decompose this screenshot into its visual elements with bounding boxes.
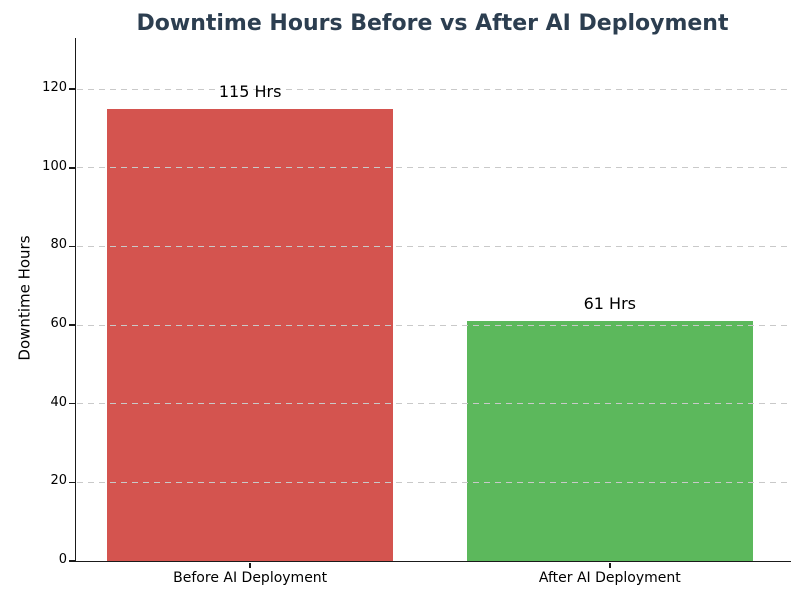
y-gridline: [76, 245, 792, 247]
y-tick-mark: [69, 245, 75, 248]
y-tick-label: 60: [50, 316, 67, 332]
y-tick-label: 0: [58, 552, 67, 567]
y-gridline: [76, 403, 792, 405]
y-gridline: [76, 481, 792, 483]
y-tick-label: 80: [50, 237, 67, 253]
x-tick-mark: [249, 562, 251, 568]
y-tick-label: 120: [42, 80, 67, 96]
y-tick-mark: [69, 324, 75, 326]
y-tick-label: 20: [50, 473, 67, 489]
y-tick-mark: [69, 481, 75, 484]
chart-title: Downtime Hours Before vs After AI Deploy…: [136, 11, 729, 36]
bar-value-label: 115 Hrs: [218, 81, 282, 101]
y-gridline: [76, 324, 792, 326]
x-tick-label: After AI Deployment: [538, 570, 681, 586]
bar-0: [107, 108, 394, 561]
y-tick-label: 100: [42, 158, 67, 174]
bar-1: [466, 321, 753, 561]
y-tick-mark: [69, 167, 75, 169]
y-tick-mark: [69, 560, 75, 562]
y-tick-mark: [69, 402, 75, 405]
y-tick-label: 40: [50, 394, 67, 410]
x-tick-mark: [609, 562, 611, 568]
y-gridline: [76, 88, 792, 90]
y-gridline: [76, 167, 792, 169]
y-tick-mark: [69, 88, 75, 90]
plot-area: [75, 38, 791, 562]
x-tick-label: Before AI Deployment: [173, 570, 328, 586]
bar-value-label: 61 Hrs: [583, 294, 636, 314]
